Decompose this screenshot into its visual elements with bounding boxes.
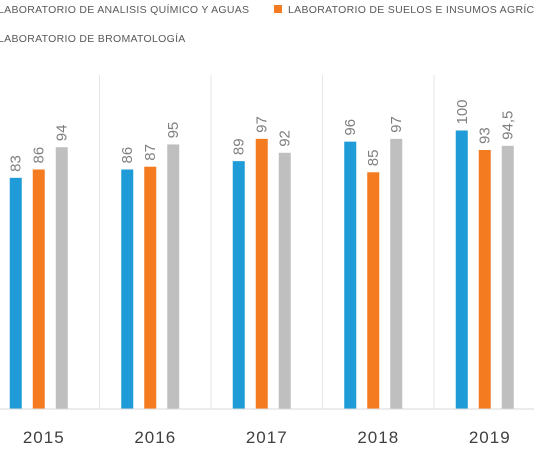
data-label-2016-s3: 95 (165, 122, 182, 139)
legend-label-2: LABORATORIO DE SUELOS E INSUMOS AGRÍCOLA… (288, 3, 534, 16)
bar-2016-s2 (144, 166, 157, 409)
x-tick-2018: 2018 (357, 428, 399, 447)
data-label-2019-s2: 93 (477, 127, 494, 144)
bar-2016-s1 (121, 169, 134, 409)
bar-2015-s2 (32, 169, 45, 409)
data-label-2019-s3: 94,5 (500, 111, 517, 140)
bar-2019-s2 (478, 149, 491, 409)
data-label-2017-s1: 89 (231, 138, 248, 155)
data-label-2016-s1: 86 (119, 147, 136, 164)
bar-2017-s2 (255, 138, 268, 410)
category-separators (99, 75, 435, 409)
bar-2019-s3 (501, 145, 514, 409)
x-tick-2017: 2017 (246, 428, 288, 447)
bar-2019-s1 (455, 130, 468, 409)
data-label-2019-s1: 100 (454, 99, 471, 124)
bar-2015-s3 (55, 147, 68, 409)
bar-2018-s2 (367, 172, 380, 409)
data-label-2017-s3: 92 (277, 130, 294, 147)
x-tick-2019: 2019 (469, 428, 511, 447)
x-tick-2016: 2016 (134, 428, 176, 447)
data-label-2018-s1: 96 (342, 119, 359, 136)
x-axis-ticks: 2015 2016 2017 2018 2019 (23, 428, 511, 447)
legend-swatch-2 (274, 5, 282, 13)
data-label-2015-s2: 86 (31, 147, 48, 164)
data-label-2016-s2: 87 (142, 144, 159, 161)
data-label-2018-s3: 97 (388, 116, 405, 133)
bar-2015-s1 (9, 177, 22, 409)
data-label-2015-s1: 83 (8, 155, 25, 172)
legend-label-3: LABORATORIO DE BROMATOLOGÍA (0, 32, 186, 45)
legend-label-1: LABORATORIO DE ANALISIS QUÍMICO Y AGUAS (0, 3, 249, 16)
data-label-2017-s2: 97 (254, 116, 271, 133)
bar-2018-s3 (390, 138, 403, 410)
data-label-2018-s2: 85 (365, 150, 382, 167)
bars (9, 130, 514, 410)
bar-2017-s1 (232, 161, 245, 409)
data-label-2015-s3: 94 (54, 125, 71, 142)
data-labels: 83 86 89 96 100 86 87 97 85 93 94 95 92 97 94,5 (8, 99, 517, 171)
bar-2016-s3 (167, 144, 180, 410)
chart-legend: LABORATORIO DE ANALISIS QUÍMICO Y AGUAS L… (0, 3, 534, 45)
bar-2018-s1 (344, 141, 357, 409)
bar-2017-s3 (278, 152, 291, 409)
x-tick-2015: 2015 (23, 428, 65, 447)
